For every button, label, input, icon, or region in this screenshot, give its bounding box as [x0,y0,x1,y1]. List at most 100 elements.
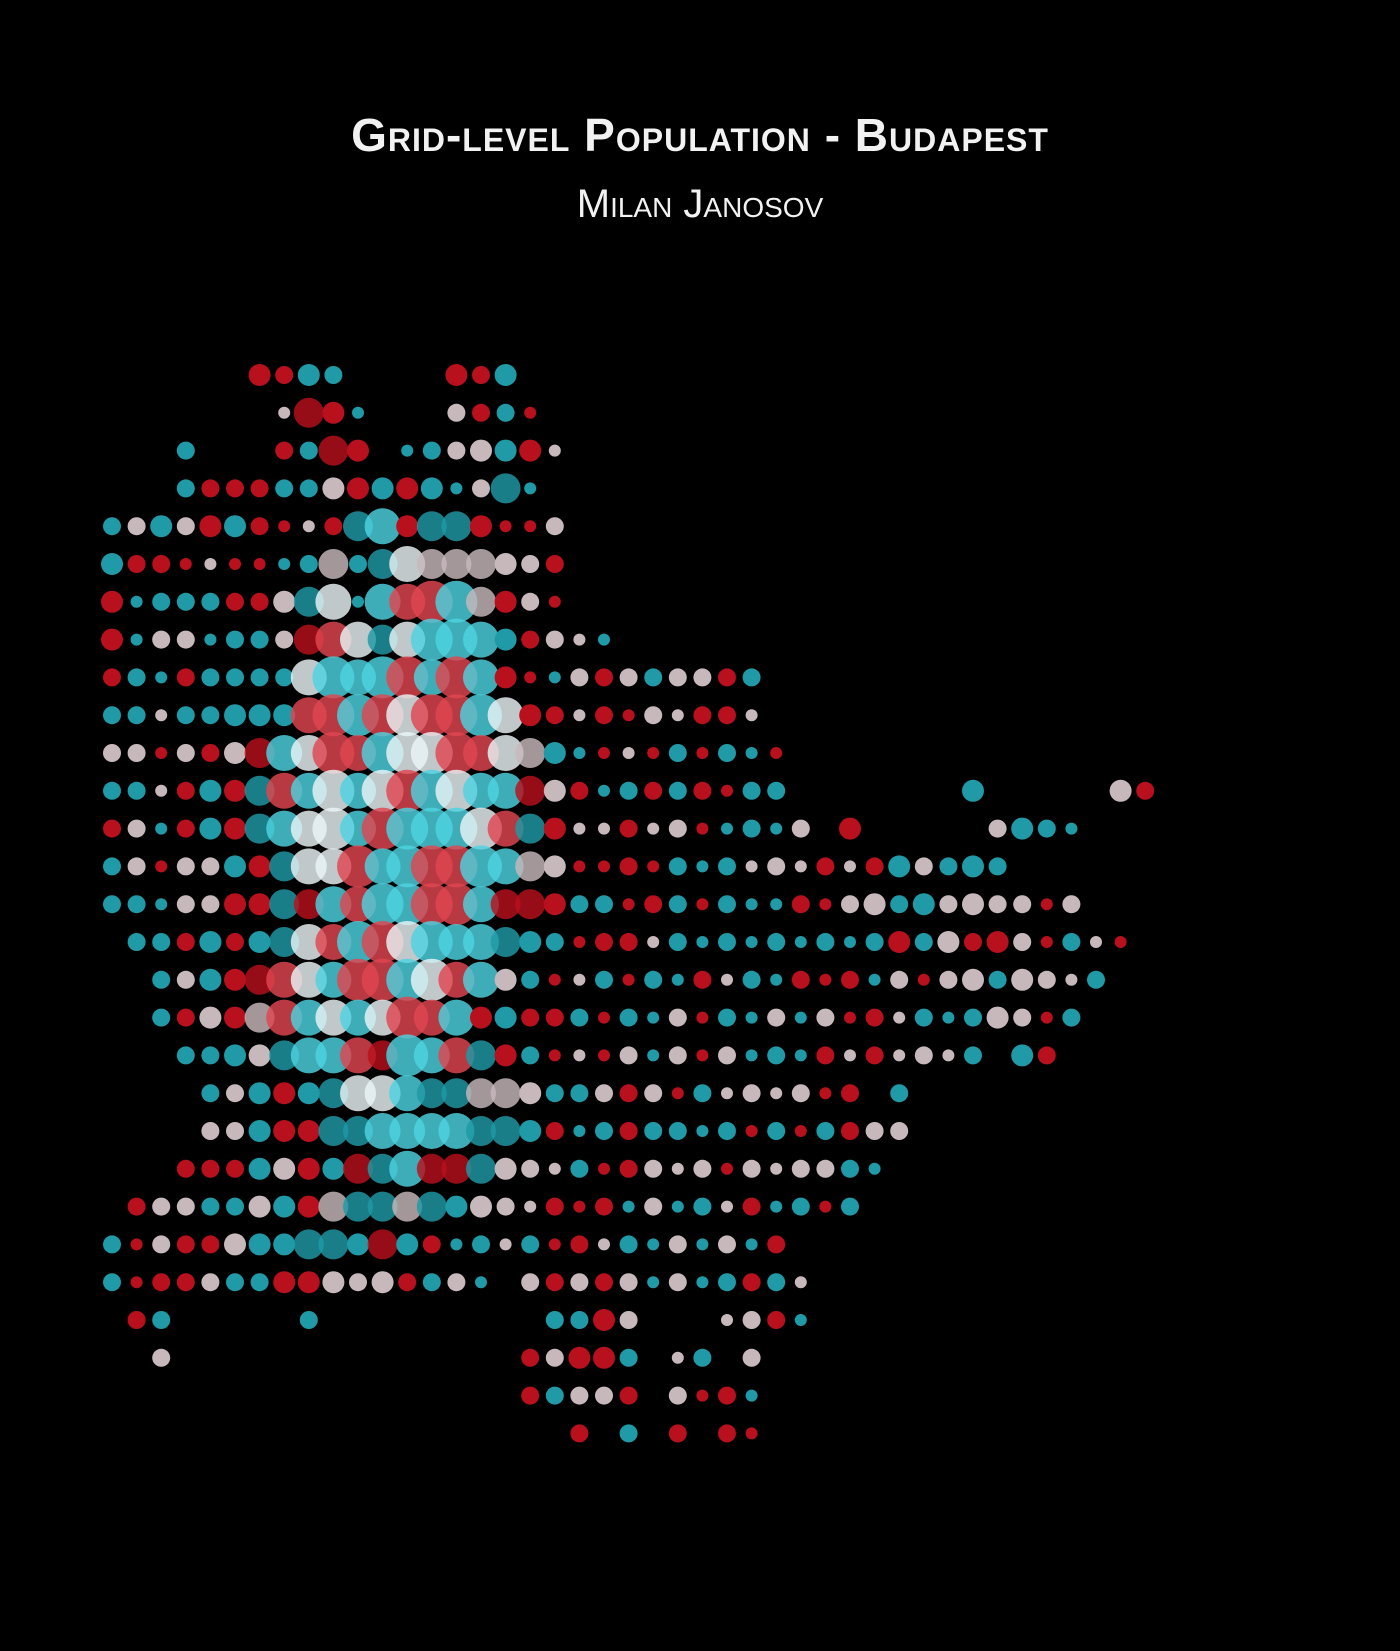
grid-cell-dot [315,1037,352,1074]
grid-cell-dot [273,1157,296,1180]
grid-cell-dot [745,1125,758,1137]
grid-cell-dot [445,364,468,386]
grid-cell-dot [494,666,517,689]
grid-cell-dot [224,779,246,802]
grid-cell-dot [647,1011,660,1024]
grid-cell-dot [248,1195,271,1218]
grid-cell-dot [318,435,349,466]
grid-cell-dot [745,747,758,759]
grid-cell-dot [273,1233,296,1256]
grid-cell-dot [299,441,318,460]
grid-cell-dot [152,970,171,989]
grid-cell-dot [155,747,168,759]
grid-cell-dot [767,1235,786,1254]
grid-cell-dot [519,1120,542,1142]
grid-cell-dot [155,784,168,797]
grid-cell-dot [767,1122,786,1140]
grid-cell-dot [297,364,320,386]
grid-cell-dot [819,1200,832,1213]
grid-cell-dot [201,1159,220,1178]
grid-cell-dot [297,1157,320,1180]
grid-cell-dot [176,895,195,914]
grid-cell-dot [322,1157,345,1180]
grid-cell-dot [201,706,220,725]
grid-cell-dot [718,1273,736,1292]
grid-cell-dot [543,893,566,916]
grid-cell-dot [224,1006,246,1029]
grid-cell-dot [470,439,492,462]
grid-cell-dot [668,781,687,800]
grid-cell-dot [742,819,761,838]
grid-cell-dot [494,439,517,462]
grid-cell-dot [278,406,291,419]
grid-cell-dot [494,590,517,613]
grid-cell-dot [988,970,1007,989]
grid-cell-dot [816,933,835,951]
grid-cell-dot [470,1006,492,1029]
grid-cell-dot [250,1273,269,1292]
grid-cell-dot [441,511,472,542]
grid-cell-dot [595,895,613,914]
grid-cell-dot [794,936,807,948]
grid-cell-dot [496,403,515,422]
grid-cell-dot [487,697,524,734]
grid-cell-dot [349,1273,367,1292]
grid-cell-dot [447,403,466,422]
grid-cell-dot [668,1046,687,1065]
grid-cell-dot [794,1011,807,1024]
grid-cell-dot [521,970,540,989]
grid-cell-dot [515,738,546,768]
grid-cell-dot [841,1122,859,1140]
grid-cell-dot [199,779,222,802]
grid-cell-dot [413,999,450,1036]
grid-cell-dot [515,889,546,920]
grid-cell-dot [201,895,220,914]
grid-cell-dot [742,1159,761,1178]
grid-cell-dot [315,886,352,923]
grid-cell-dot [176,517,195,536]
grid-cell-dot [595,1122,613,1140]
grid-cell-dot [226,479,244,498]
grid-cell-dot [176,857,195,876]
grid-cell-dot [745,1049,758,1062]
grid-cell-dot [515,775,546,806]
grid-cell-dot [573,822,586,835]
grid-cell-dot [297,1082,320,1105]
grid-cell-dot [745,898,758,911]
grid-cell-dot [487,735,524,771]
header: Grid-level Population - Budapest Milan J… [0,0,1400,260]
grid-cell-dot [450,482,463,495]
grid-cell-dot [865,1008,884,1027]
grid-cell-dot [226,592,244,611]
grid-cell-dot [250,592,269,611]
grid-cell-dot [696,1011,709,1024]
grid-cell-dot [939,970,958,989]
grid-cell-dot [290,999,327,1036]
grid-cell-dot [244,1002,275,1033]
grid-cell-dot [343,1116,373,1146]
grid-cell-dot [441,549,472,579]
grid-cell-dot [863,893,886,916]
grid-cell-dot [494,1157,517,1180]
grid-cell-dot [791,1159,810,1178]
grid-cell-dot [521,630,540,649]
grid-cell-dot [322,477,345,500]
grid-cell-dot [273,1195,296,1218]
grid-cell-dot [595,970,613,989]
grid-cell-dot [416,1191,447,1222]
grid-cell-dot [226,1273,244,1292]
grid-cell-dot [422,1235,441,1254]
grid-cell-dot [644,668,663,687]
grid-cell-dot [201,1197,220,1216]
grid-cell-dot [668,1122,687,1140]
grid-cell-dot [524,482,537,495]
grid-cell-dot [619,1386,638,1405]
grid-cell-dot [494,968,517,991]
grid-cell-dot [438,1113,475,1149]
grid-cell-dot [269,1040,300,1071]
grid-cell-dot [545,517,564,536]
grid-cell-dot [127,668,146,687]
grid-cell-dot [152,630,171,649]
grid-cell-dot [545,1273,564,1292]
grid-cell-dot [767,781,786,800]
